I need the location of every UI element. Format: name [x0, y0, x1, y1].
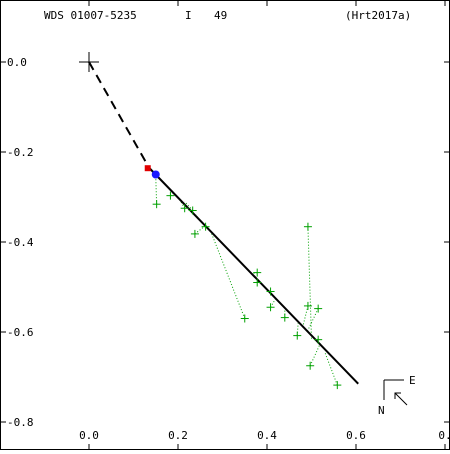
observation-point — [293, 331, 302, 340]
compass-arrow-head — [394, 392, 401, 399]
current-position-marker — [151, 170, 160, 179]
observation-point — [303, 301, 312, 310]
residual-line — [306, 308, 319, 333]
observation-point — [188, 206, 197, 215]
observation-point — [240, 314, 249, 323]
position-markers — [79, 52, 160, 179]
residual-line — [210, 232, 246, 319]
y-tick-label: -0.6 — [7, 326, 34, 339]
residual-line — [302, 305, 309, 328]
observation-markers — [152, 191, 342, 390]
residual-line — [309, 343, 321, 366]
wds-id-label: WDS 01007-5235 — [44, 9, 137, 22]
residual-line — [296, 322, 299, 336]
residual-line — [184, 201, 194, 211]
grade-value: 49 — [214, 9, 228, 22]
observation-point — [266, 303, 275, 312]
y-tick-label: 0.0 — [7, 56, 27, 69]
observation-point — [253, 278, 262, 287]
x-tick-label: 0.4 — [257, 429, 277, 442]
orbit-lines — [88, 61, 359, 385]
observation-point — [333, 381, 342, 390]
residual-line — [307, 226, 312, 339]
compass-direction-arrow — [394, 392, 408, 406]
y-tick-label: -0.4 — [7, 236, 34, 249]
residual-line — [270, 297, 277, 308]
observation-point — [190, 229, 199, 238]
x-tick-label: 0.0 — [79, 429, 99, 442]
compass-north-label: N — [378, 404, 385, 417]
x-tick-label: 0.2 — [168, 429, 188, 442]
observation-point — [266, 287, 275, 296]
grade-label: I — [185, 9, 192, 22]
observation-point — [280, 313, 289, 322]
observation-point — [306, 361, 315, 370]
observation-point — [201, 222, 210, 231]
observation-point — [152, 200, 161, 209]
y-tick-label: -0.2 — [7, 146, 34, 159]
reference-label: (Hrt2017a) — [345, 9, 412, 22]
y-tick-label: -0.8 — [7, 416, 34, 429]
primary-star-marker — [79, 52, 99, 72]
x-tick-label: 0.6 — [346, 429, 366, 442]
observation-point — [303, 222, 312, 231]
line-of-nodes — [88, 61, 150, 169]
residual-line — [194, 225, 206, 235]
x-tick-label: 0. — [438, 429, 450, 442]
observation-point — [180, 204, 189, 213]
orbit-segment — [148, 167, 359, 385]
observation-point — [314, 304, 323, 313]
residual-line — [177, 196, 186, 209]
observation-point — [166, 191, 175, 200]
residual-line — [155, 176, 158, 205]
predicted-position-marker — [144, 165, 151, 172]
observation-point — [253, 268, 262, 277]
residual-line — [324, 352, 338, 386]
observation-point — [314, 335, 323, 344]
compass: E N — [378, 374, 416, 417]
compass-east-label: E — [409, 374, 416, 387]
